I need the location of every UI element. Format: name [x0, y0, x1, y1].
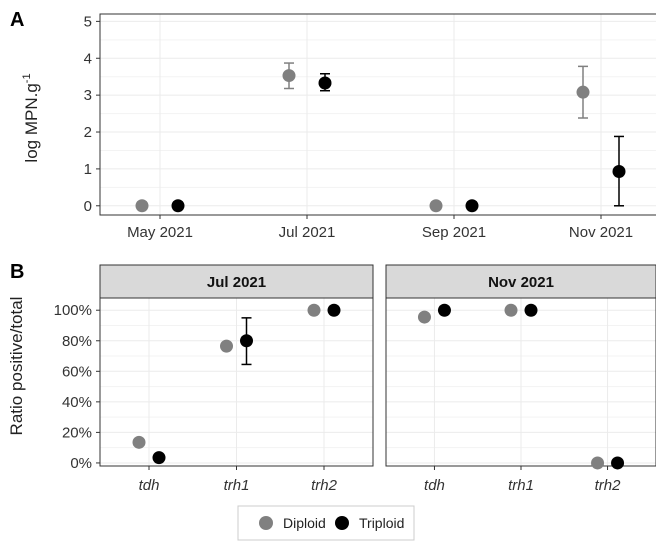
- panel-b-y-tick-label: 100%: [54, 302, 92, 319]
- panel-b-point-diploid: [220, 339, 233, 353]
- panel-a-y-tick-label: 4: [84, 50, 92, 67]
- panel-b-x-tick-label: trh2: [311, 477, 338, 494]
- panel-a-letter: A: [10, 9, 24, 31]
- panel-b-point-triploid: [240, 334, 253, 348]
- panel-b-facet-strip-label: Jul 2021: [207, 274, 266, 291]
- panel-a-y-axis-title-sup: -1: [21, 73, 33, 83]
- panel-b-y-tick-label: 20%: [62, 424, 92, 441]
- panel-b-point-diploid: [504, 303, 518, 317]
- panel-a-x-tick-label: May 2021: [127, 224, 193, 241]
- panel-a-y-axis-title: log MPN.g-1: [21, 73, 41, 162]
- legend-diploid-label: Diploid: [283, 515, 326, 531]
- panel-b-x-tick-label: trh2: [595, 477, 622, 494]
- panel-b-y-tick-label: 80%: [62, 333, 92, 350]
- panel-b-point-triploid: [524, 303, 538, 317]
- panel-a: A log MPN.g-1 0 1 2 3 4 5 May 2021 Jul 2021 Sep …: [10, 9, 656, 241]
- panel-a-x-tick-label: Nov 2021: [569, 224, 633, 241]
- panel-b-point-triploid: [611, 456, 625, 470]
- panel-a-frame: [99, 13, 656, 216]
- panel-b-y-tick-label: 0%: [70, 455, 92, 472]
- panel-b-y-tick-label: 40%: [62, 394, 92, 411]
- panel-b-letter: B: [10, 261, 24, 283]
- panel-b-y-axis-title: Ratio positive/total: [7, 297, 26, 436]
- panel-b-point-diploid: [307, 303, 321, 317]
- panel-b-point-diploid: [591, 456, 605, 470]
- panel-b-point-triploid: [437, 303, 451, 317]
- panel-a-x-tick-label: Sep 2021: [422, 224, 486, 241]
- panel-b-facet-strip: [99, 264, 374, 299]
- panel-b-x-tick-label: trh1: [508, 477, 534, 494]
- panel-b-facet-strip-label: Nov 2021: [488, 274, 554, 291]
- panel-b-x-tick-label: tdh: [139, 477, 160, 494]
- legend: Diploid Triploid: [237, 505, 415, 541]
- panel-a-point-triploid: [171, 199, 185, 213]
- panel-a-x-tick-label: Jul 2021: [279, 224, 336, 241]
- panel-a-point-triploid: [465, 199, 479, 213]
- panel-b-point-triploid: [152, 451, 166, 465]
- panel-a-y-axis-title-main: log MPN.g: [22, 83, 41, 162]
- panel-a-point-triploid: [318, 76, 332, 90]
- panel-a-point-diploid: [135, 199, 149, 213]
- panel-b-point-diploid: [132, 435, 146, 449]
- panel-a-point-triploid: [612, 164, 626, 178]
- panel-a-y-tick-label: 3: [84, 87, 92, 104]
- panel-a-point-diploid: [429, 199, 443, 213]
- panel-b-x-tick-label: trh1: [224, 477, 250, 494]
- panel-b-point-triploid: [327, 303, 341, 317]
- legend-triploid-marker: [335, 516, 349, 530]
- legend-diploid-marker: [259, 516, 273, 530]
- panel-a-point-diploid: [282, 69, 296, 83]
- panel-a-y-tick-label: 5: [84, 13, 92, 30]
- panel-a-y-tick-label: 1: [84, 161, 92, 178]
- panel-a-point-diploid: [576, 85, 590, 99]
- legend-triploid-label: Triploid: [359, 515, 404, 531]
- panel-b-facet-strip: [385, 264, 656, 299]
- panel-a-y-tick-label: 0: [84, 198, 92, 215]
- panel-b-y-tick-label: 60%: [62, 363, 92, 380]
- panel-b: B Ratio positive/total Jul 2021 tdh trh1 tr…: [7, 261, 656, 494]
- panel-b-point-diploid: [417, 310, 431, 324]
- panel-a-y-tick-label: 2: [84, 124, 92, 141]
- panel-b-x-tick-label: tdh: [424, 477, 445, 494]
